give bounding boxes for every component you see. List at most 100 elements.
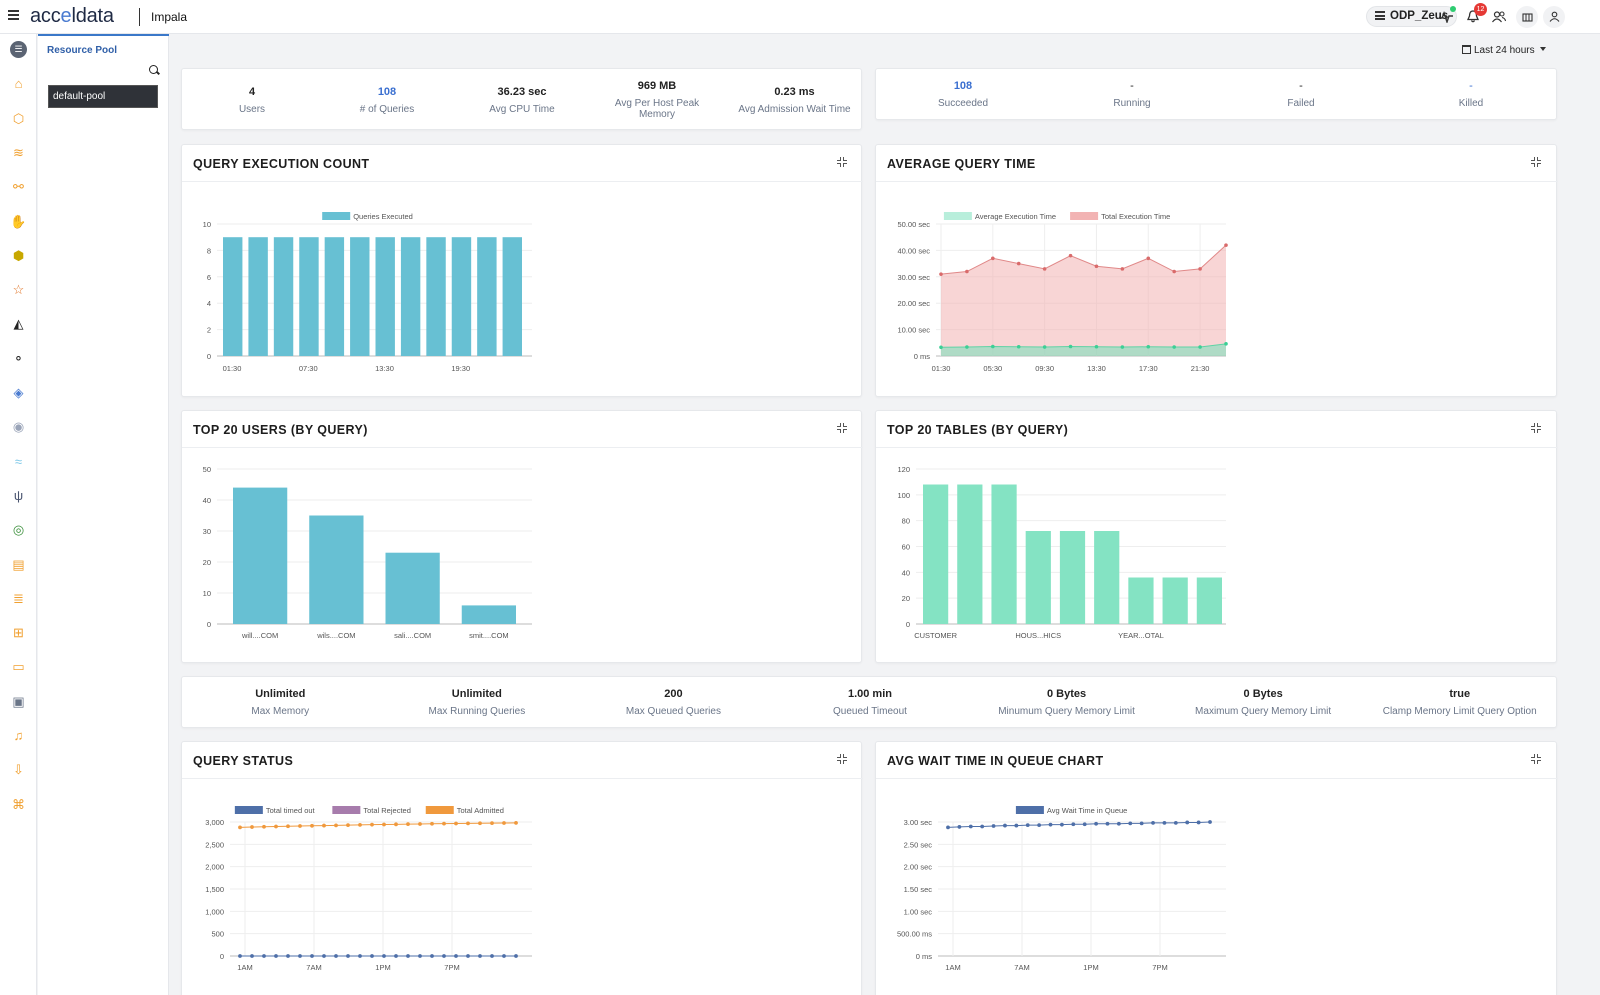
druid-icon[interactable]: ◉	[12, 419, 25, 435]
dashboard-icon[interactable]: ☰	[10, 41, 27, 58]
series-point	[346, 954, 350, 958]
hbase-icon[interactable]: ⬢	[12, 247, 25, 263]
series-point	[1003, 823, 1007, 828]
monitor-icon[interactable]: ▭	[12, 659, 25, 675]
expand-icon[interactable]	[837, 754, 847, 764]
series-point	[1151, 820, 1155, 825]
series-point	[286, 824, 290, 829]
panel-divider	[876, 447, 1558, 448]
cluster-selector[interactable]: ODP_Zeus	[1366, 6, 1458, 27]
expand-icon[interactable]	[1531, 754, 1541, 764]
expand-icon[interactable]	[1531, 157, 1541, 167]
legend-swatch	[332, 806, 361, 814]
panel-divider	[876, 181, 1558, 182]
series-point	[1094, 821, 1098, 826]
config-value: 0 Bytes	[1243, 688, 1283, 700]
stat-queries[interactable]: 108 # of Queries	[327, 86, 447, 115]
x-tick-label: 09:30	[1035, 364, 1054, 373]
y-tick-label: 0	[207, 352, 211, 361]
series-point	[1146, 256, 1151, 261]
y-tick-label: 40.00 sec	[897, 246, 930, 255]
stat-peak-memory: 969 MB Avg Per Host Peak Memory	[602, 80, 712, 120]
stat-label: Succeeded	[937, 98, 989, 109]
flume-icon[interactable]: ≈	[14, 453, 23, 469]
kafka-icon[interactable]: ⚬	[13, 350, 24, 366]
series-point	[490, 954, 494, 958]
bar	[273, 237, 294, 356]
series-point	[238, 954, 242, 958]
users-icon[interactable]	[1488, 6, 1510, 28]
series-point	[1139, 821, 1144, 826]
logo[interactable]: acceldata	[30, 5, 114, 27]
x-tick-label: 01:30	[223, 364, 242, 373]
command-icon[interactable]: ⌘	[12, 796, 25, 812]
time-range-label: Last 24 hours	[1474, 45, 1535, 56]
layers-icon[interactable]: ≋	[13, 144, 24, 160]
y-tick-label: 100	[897, 491, 910, 500]
x-tick-label: 7AM	[1014, 963, 1029, 972]
bar	[477, 237, 497, 356]
bar	[461, 605, 516, 624]
home-icon[interactable]: ⌂	[14, 76, 23, 92]
y-tick-label: 40	[902, 568, 910, 577]
hive-icon[interactable]: ✋	[10, 213, 27, 229]
top-tables-chart[interactable]: 0 20 40 60 80 100 120 CUSTOMER HOUS...HICS YEAR..…	[876, 461, 1276, 651]
expand-icon[interactable]	[837, 423, 847, 433]
series-point	[310, 823, 314, 828]
expand-icon[interactable]	[1531, 423, 1541, 433]
zookeeper-icon[interactable]: ◈	[13, 385, 24, 400]
config-value: 200	[664, 688, 683, 700]
y-tick-label: 2.00 sec	[904, 863, 933, 872]
series-point	[939, 272, 943, 276]
time-range-selector[interactable]: Last 24 hours	[1462, 45, 1546, 56]
config-stat: 1.00 min Queued Timeout	[774, 688, 967, 717]
y-tick-label: 0	[220, 952, 224, 961]
avg-wait-time-chart[interactable]: 0 ms 500.00 ms 1.00 sec 1.50 sec 2.00 sec 2.5…	[876, 800, 1276, 980]
app-name: Impala	[151, 10, 188, 24]
config-label: Max Running Queries	[428, 706, 526, 717]
query-status-chart[interactable]: 0 500 1,000 1,500 2,000 2,500 3,000 Total timed…	[182, 800, 582, 980]
stat-label: Avg Admission Wait Time	[738, 104, 851, 115]
nifi-icon[interactable]: ψ	[13, 487, 24, 503]
legend-swatch	[322, 212, 351, 220]
spark-icon[interactable]: ☆	[12, 282, 25, 298]
y-tick-label: 20	[902, 594, 910, 603]
series-point	[1042, 345, 1047, 349]
series-point	[1048, 822, 1053, 827]
series-point	[1068, 253, 1073, 258]
reports-icon[interactable]: ▤	[12, 556, 25, 572]
stat-value: 36.23 sec	[497, 86, 547, 98]
series-point	[514, 820, 518, 825]
y-tick-label: 2.50 sec	[904, 840, 933, 849]
database-icon[interactable]: ≣	[13, 590, 24, 606]
activity-icon[interactable]	[1435, 6, 1457, 28]
grid-icon[interactable]: ⊞	[13, 625, 24, 641]
alerts-icon[interactable]: ♫	[13, 728, 24, 743]
impala-icon[interactable]: ◭	[13, 316, 24, 332]
profile-icon[interactable]	[1543, 6, 1565, 28]
top-users-chart[interactable]: 0 10 20 30 40 50 will....COM wils....COM sali...…	[182, 461, 582, 651]
search-icon[interactable]	[149, 65, 158, 74]
bell-icon[interactable]: 12	[1462, 3, 1487, 28]
menu-icon[interactable]	[8, 10, 19, 20]
pool-item-default[interactable]: default-pool	[48, 85, 158, 108]
download-icon[interactable]: ⇩	[13, 762, 24, 778]
legend-swatch	[1070, 212, 1099, 220]
x-tick-label: will....COM	[241, 631, 278, 640]
legend-swatch	[234, 806, 263, 814]
logs-icon[interactable]: ▣	[12, 693, 25, 709]
org-icon[interactable]	[1516, 6, 1538, 28]
cube-icon[interactable]: ⬡	[12, 110, 25, 126]
expand-icon[interactable]	[837, 157, 847, 167]
stat-succeeded[interactable]: 108 Succeeded	[913, 80, 1013, 109]
stat-value: 969 MB	[637, 80, 677, 92]
config-stat: 0 Bytes Maximum Query Memory Limit	[1167, 688, 1360, 717]
average-query-time-chart[interactable]: 0 ms 10.00 sec 20.00 sec 30.00 sec 40.00 sec…	[876, 200, 1276, 385]
y-tick-label: 30	[203, 527, 211, 536]
query-execution-chart[interactable]: 0 2 4 6 8 10 Queries Executed 01:30 07:30 13:30 19…	[182, 200, 582, 385]
hierarchy-icon[interactable]: ⚯	[13, 179, 24, 195]
stat-label: Running	[1113, 98, 1151, 109]
oozie-icon[interactable]: ◎	[12, 522, 25, 538]
stat-value: 108	[953, 80, 973, 92]
x-tick-label: 21:30	[1191, 364, 1210, 373]
